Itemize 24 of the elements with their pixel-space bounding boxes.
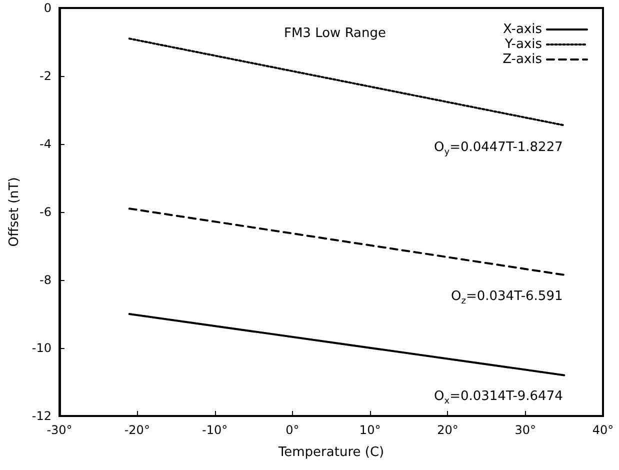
legend-label: X-axis	[503, 22, 542, 37]
y-tick-label: -10	[32, 341, 52, 355]
y-axis-title: Offset (nT)	[7, 177, 22, 247]
x-tick-label: -10°	[202, 423, 228, 437]
x-tick-label: -30°	[46, 423, 72, 437]
y-tick-label: 0	[44, 1, 52, 15]
x-tick-label: 0°	[286, 423, 300, 437]
y-tick-label: -6	[40, 205, 52, 219]
x-tick-label: -20°	[124, 423, 150, 437]
x-tick-label: 30°	[514, 423, 536, 437]
x-tick-label: 20°	[437, 423, 458, 437]
y-tick-label: -12	[32, 409, 52, 423]
legend-label: Y-axis	[504, 37, 542, 52]
legend-label: Z-axis	[502, 52, 542, 67]
x-tick-label: 10°	[359, 423, 381, 437]
x-tick-label: 40°	[592, 423, 614, 437]
annotation: O$_{z}$=0.034T-6.591	[451, 289, 563, 307]
annotation: O$_{y}$=0.0447T-1.8227	[434, 140, 563, 158]
y-tick-label: -8	[40, 273, 52, 287]
y-tick-label: -2	[40, 69, 52, 83]
y-tick-label: -4	[40, 137, 52, 151]
text: FM3 Low Range	[284, 26, 386, 41]
x-axis-title: Temperature (C)	[277, 445, 384, 460]
annotation: O$_{x}$=0.0314T-9.6474	[434, 389, 563, 407]
